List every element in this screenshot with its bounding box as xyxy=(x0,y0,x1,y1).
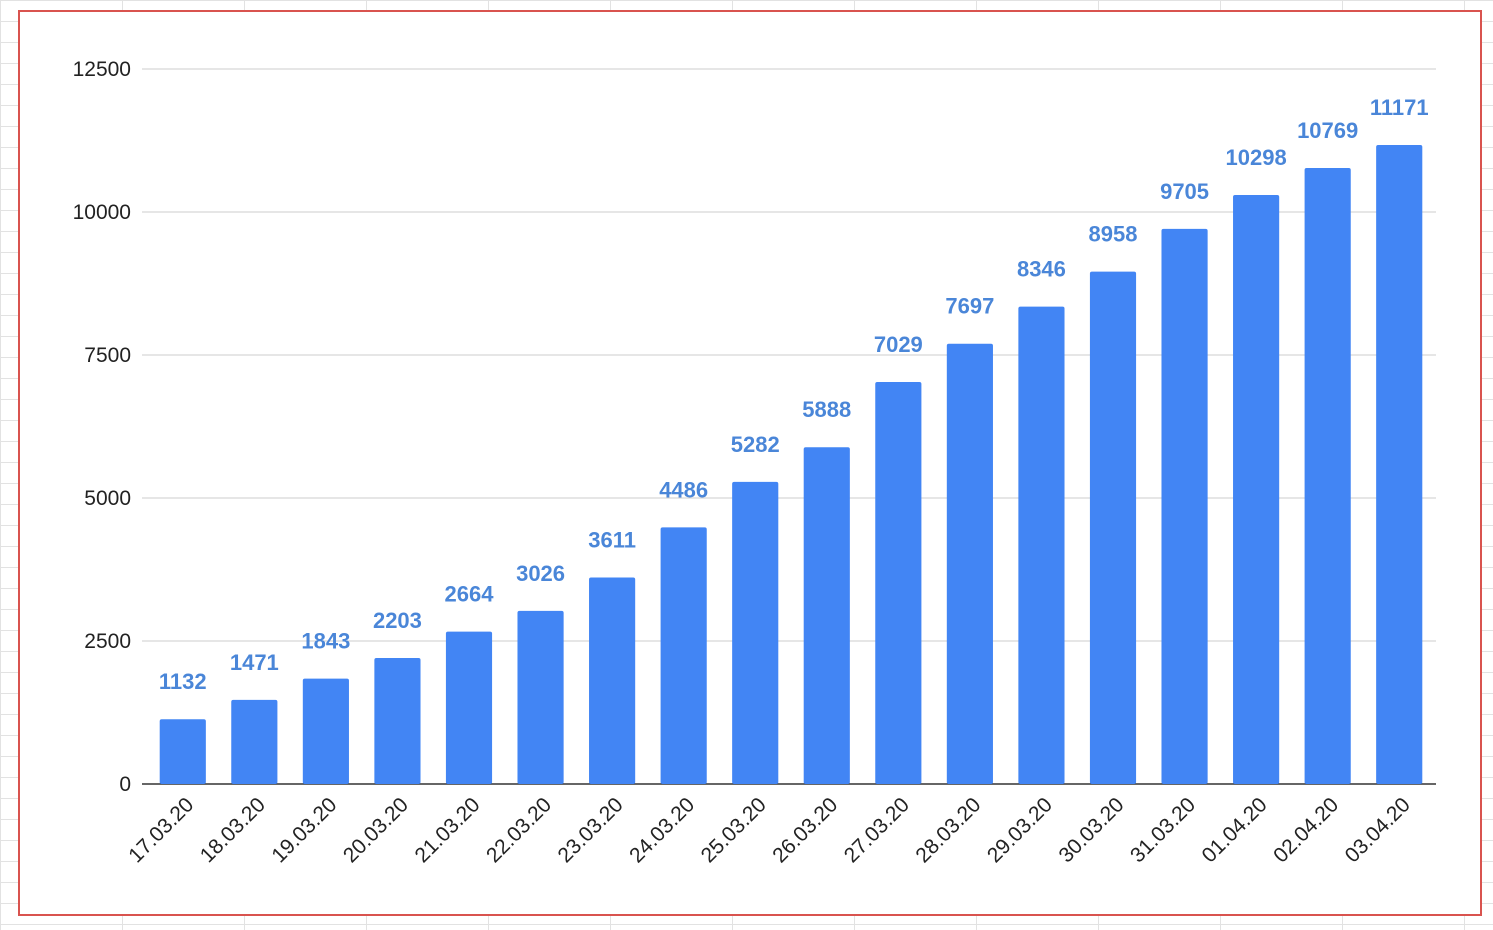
data-label: 3611 xyxy=(588,527,636,552)
bar xyxy=(1304,168,1351,785)
x-tick-label: 03.04.20 xyxy=(1341,793,1415,867)
bar xyxy=(875,381,922,784)
x-tick-label: 02.04.20 xyxy=(1269,793,1343,867)
data-label: 1471 xyxy=(230,650,279,675)
y-tick-label: 0 xyxy=(119,773,131,796)
x-tick-label: 30.03.20 xyxy=(1054,793,1128,867)
bar xyxy=(1089,271,1137,784)
bar xyxy=(374,657,421,784)
bar xyxy=(302,678,349,784)
bar xyxy=(946,343,993,784)
y-tick-label: 5000 xyxy=(84,487,131,510)
x-tick-label: 28.03.20 xyxy=(911,793,985,867)
data-label: 2664 xyxy=(445,582,495,607)
y-axis-ticks: 0 2500 5000 7500 10000 12500 xyxy=(73,58,131,796)
x-tick-label: 27.03.20 xyxy=(840,793,914,867)
x-tick-label: 18.03.20 xyxy=(196,793,270,867)
data-label: 11171 xyxy=(1370,95,1429,120)
bar xyxy=(660,527,707,784)
data-label: 10298 xyxy=(1226,145,1287,170)
y-tick-label: 12500 xyxy=(73,58,131,81)
data-labels: 1132 1471 1843 2203 2664 3026 3611 4486 5282 5888… xyxy=(159,95,1429,694)
data-label: 10769 xyxy=(1297,118,1358,143)
y-tick-label: 7500 xyxy=(84,344,131,367)
data-label: 8958 xyxy=(1089,222,1138,247)
bar xyxy=(589,577,636,784)
data-label: 8346 xyxy=(1017,257,1066,282)
data-label: 3026 xyxy=(516,561,565,586)
x-tick-label: 01.04.20 xyxy=(1198,793,1272,867)
x-tick-label: 31.03.20 xyxy=(1126,793,1200,867)
x-tick-label: 20.03.20 xyxy=(339,793,413,867)
bar xyxy=(803,447,850,784)
data-label: 9705 xyxy=(1160,179,1209,204)
x-tick-label: 29.03.20 xyxy=(983,793,1057,867)
x-tick-label: 19.03.20 xyxy=(267,793,341,867)
x-tick-label: 21.03.20 xyxy=(410,793,484,867)
bar xyxy=(1233,194,1280,784)
bars xyxy=(159,145,1423,785)
bar xyxy=(231,699,278,784)
x-tick-label: 25.03.20 xyxy=(697,793,771,867)
x-tick-label: 22.03.20 xyxy=(482,793,556,867)
x-tick-label: 26.03.20 xyxy=(768,793,842,867)
x-tick-label: 24.03.20 xyxy=(625,793,699,867)
bar xyxy=(517,610,564,784)
x-tick-label: 17.03.20 xyxy=(124,793,198,867)
bar xyxy=(1161,228,1208,784)
data-label: 1132 xyxy=(159,669,207,694)
x-tick-label: 23.03.20 xyxy=(554,793,628,867)
y-tick-label: 2500 xyxy=(84,630,131,653)
data-label: 7029 xyxy=(874,332,923,357)
data-label: 1843 xyxy=(301,629,350,654)
data-label: 4486 xyxy=(659,477,708,502)
bar xyxy=(159,719,206,784)
data-label: 7697 xyxy=(945,294,994,319)
y-tick-label: 10000 xyxy=(73,201,131,224)
data-label: 5282 xyxy=(731,432,780,457)
bar xyxy=(732,481,779,784)
gridlines xyxy=(142,68,1436,785)
bar xyxy=(1376,145,1423,784)
x-axis-ticks: 17.03.2018.03.2019.03.2020.03.2021.03.20… xyxy=(124,793,1415,867)
data-label: 2203 xyxy=(373,608,422,633)
data-label: 5888 xyxy=(802,397,851,422)
bar xyxy=(1018,306,1065,784)
bar xyxy=(445,631,493,784)
